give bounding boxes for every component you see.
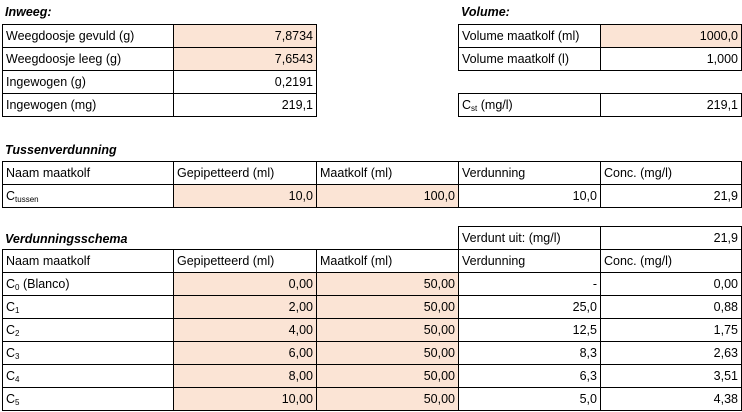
volume-title: Volume: bbox=[461, 5, 510, 19]
tussen-header-conc: Conc. (mg/l) bbox=[600, 161, 742, 184]
schema-row-verdunning[interactable]: 25,0 bbox=[458, 295, 600, 318]
volume-value-ml[interactable]: 1000,0 bbox=[600, 24, 742, 47]
tussen-name-symbol: C bbox=[6, 189, 16, 203]
schema-row-gepipetteerd[interactable]: 2,00 bbox=[173, 295, 316, 318]
inweeg-label-leeg[interactable]: Weegdoosje leeg (g) bbox=[2, 47, 173, 70]
schema-header-maatkolf: Maatkolf (ml) bbox=[316, 249, 458, 272]
inweeg-label-ingewogen-g[interactable]: Ingewogen (g) bbox=[2, 70, 173, 93]
row-name-symbol: C bbox=[6, 300, 16, 314]
tussen-row-conc[interactable]: 21,9 bbox=[600, 184, 742, 208]
inweeg-value-ingewogen-mg[interactable]: 219,1 bbox=[173, 93, 317, 117]
volume-label-ml[interactable]: Volume maatkolf (ml) bbox=[458, 24, 600, 47]
volume-label-l[interactable]: Volume maatkolf (l) bbox=[458, 47, 600, 71]
tussen-title: Tussenverdunning bbox=[5, 143, 117, 157]
schema-row-maatkolf[interactable]: 50,00 bbox=[316, 387, 458, 411]
schema-title: Verdunningsschema bbox=[5, 232, 128, 246]
tussen-row-maatkolf[interactable]: 100,0 bbox=[316, 184, 458, 208]
tussen-row-name[interactable]: Ctussen bbox=[2, 184, 173, 208]
schema-row-verdunning[interactable]: 12,5 bbox=[458, 318, 600, 341]
schema-row-name[interactable]: C4 bbox=[2, 364, 173, 387]
schema-row-conc[interactable]: 4,38 bbox=[600, 387, 742, 411]
schema-header-verdunning: Verdunning bbox=[458, 249, 600, 272]
row-name-symbol: C bbox=[6, 277, 16, 291]
inweeg-label-gevuld[interactable]: Weegdoosje gevuld (g) bbox=[2, 24, 173, 47]
schema-row-maatkolf[interactable]: 50,00 bbox=[316, 341, 458, 364]
schema-row-verdunning[interactable]: - bbox=[458, 272, 600, 295]
inweeg-value-gevuld[interactable]: 7,8734 bbox=[173, 24, 317, 47]
tussen-row-verdunning[interactable]: 10,0 bbox=[458, 184, 600, 208]
schema-row-gepipetteerd[interactable]: 6,00 bbox=[173, 341, 316, 364]
schema-row-verdunning[interactable]: 5,0 bbox=[458, 387, 600, 411]
schema-row-name[interactable]: C1 bbox=[2, 295, 173, 318]
inweeg-value-ingewogen-g[interactable]: 0,2191 bbox=[173, 70, 317, 93]
schema-row-maatkolf[interactable]: 50,00 bbox=[316, 318, 458, 341]
schema-row-verdunning[interactable]: 6,3 bbox=[458, 364, 600, 387]
row-name-subscript: 2 bbox=[15, 329, 20, 338]
cst-label[interactable]: Cst (mg/l) bbox=[458, 93, 600, 117]
tussen-header-gepipetteerd: Gepipetteerd (ml) bbox=[173, 161, 316, 184]
tussen-name-subscript: tussen bbox=[15, 195, 39, 204]
schema-row-gepipetteerd[interactable]: 4,00 bbox=[173, 318, 316, 341]
row-name-symbol: C bbox=[6, 323, 16, 337]
schema-header-naam: Naam maatkolf bbox=[2, 249, 173, 272]
schema-row-maatkolf[interactable]: 50,00 bbox=[316, 295, 458, 318]
inweeg-value-leeg[interactable]: 7,6543 bbox=[173, 47, 317, 70]
schema-row-conc[interactable]: 0,88 bbox=[600, 295, 742, 318]
volume-value-l[interactable]: 1,000 bbox=[600, 47, 742, 71]
cst-unit: (mg/l) bbox=[477, 98, 513, 112]
cst-value[interactable]: 219,1 bbox=[600, 93, 742, 117]
row-name-subscript: 3 bbox=[15, 352, 20, 361]
schema-row-name[interactable]: C3 bbox=[2, 341, 173, 364]
schema-row-name[interactable]: C2 bbox=[2, 318, 173, 341]
schema-header-gepipetteerd: Gepipetteerd (ml) bbox=[173, 249, 316, 272]
row-name-suffix: (Blanco) bbox=[19, 277, 70, 291]
schema-row-conc[interactable]: 1,75 bbox=[600, 318, 742, 341]
schema-row-verdunning[interactable]: 8,3 bbox=[458, 341, 600, 364]
schema-row-maatkolf[interactable]: 50,00 bbox=[316, 272, 458, 295]
schema-row-conc[interactable]: 3,51 bbox=[600, 364, 742, 387]
schema-row-name[interactable]: C5 bbox=[2, 387, 173, 411]
schema-row-gepipetteerd[interactable]: 10,00 bbox=[173, 387, 316, 411]
row-name-subscript: 1 bbox=[15, 306, 20, 315]
cst-subscript: st bbox=[471, 104, 478, 113]
schema-row-name[interactable]: C0 (Blanco) bbox=[2, 272, 173, 295]
schema-row-conc[interactable]: 2,63 bbox=[600, 341, 742, 364]
tussen-header-maatkolf: Maatkolf (ml) bbox=[316, 161, 458, 184]
schema-row-conc[interactable]: 0,00 bbox=[600, 272, 742, 295]
schema-header-conc: Conc. (mg/l) bbox=[600, 249, 742, 272]
tussen-header-verdunning: Verdunning bbox=[458, 161, 600, 184]
cst-symbol: C bbox=[462, 98, 472, 112]
row-name-symbol: C bbox=[6, 346, 16, 360]
inweeg-label-ingewogen-mg[interactable]: Ingewogen (mg) bbox=[2, 93, 173, 117]
row-name-subscript: 0 bbox=[15, 283, 20, 292]
row-name-subscript: 4 bbox=[15, 375, 20, 384]
tussen-row-gepipetteerd[interactable]: 10,0 bbox=[173, 184, 316, 208]
tussen-header-naam: Naam maatkolf bbox=[2, 161, 173, 184]
row-name-symbol: C bbox=[6, 369, 16, 383]
verdunt-uit-value[interactable]: 21,9 bbox=[600, 226, 742, 249]
schema-row-gepipetteerd[interactable]: 8,00 bbox=[173, 364, 316, 387]
inweeg-title: Inweeg: bbox=[5, 5, 52, 19]
row-name-subscript: 5 bbox=[15, 398, 20, 407]
verdunt-uit-label[interactable]: Verdunt uit: (mg/l) bbox=[458, 226, 600, 249]
schema-row-maatkolf[interactable]: 50,00 bbox=[316, 364, 458, 387]
schema-row-gepipetteerd[interactable]: 0,00 bbox=[173, 272, 316, 295]
row-name-symbol: C bbox=[6, 392, 16, 406]
